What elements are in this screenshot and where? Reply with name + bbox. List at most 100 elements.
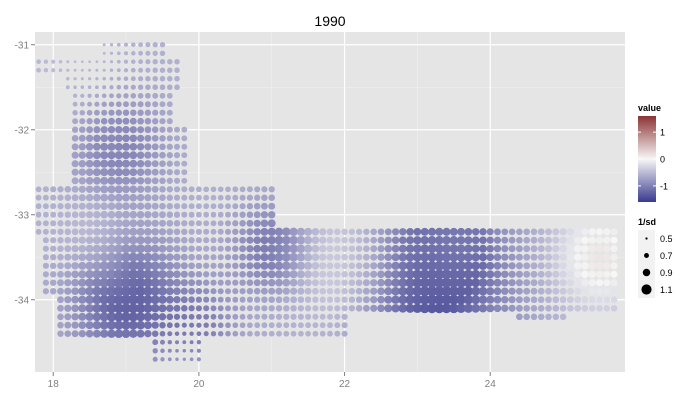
data-point <box>166 126 173 133</box>
data-point <box>523 245 531 253</box>
data-point <box>203 313 210 320</box>
data-point <box>160 339 165 345</box>
data-point <box>355 270 363 278</box>
data-point <box>297 296 305 304</box>
data-point <box>35 186 42 193</box>
data-point <box>239 288 246 295</box>
data-point <box>391 295 400 304</box>
data-point <box>129 202 138 210</box>
data-point <box>603 236 611 244</box>
data-point <box>92 151 101 160</box>
data-point <box>143 244 153 253</box>
data-point <box>559 245 567 253</box>
data-point <box>160 348 165 354</box>
data-point <box>471 244 480 253</box>
data-point <box>296 252 306 262</box>
data-point <box>210 288 217 295</box>
data-point <box>610 245 618 253</box>
data-point <box>80 85 85 89</box>
data-point <box>426 286 438 297</box>
data-point <box>274 227 284 237</box>
data-point <box>217 279 224 286</box>
data-point <box>435 235 444 245</box>
data-point <box>173 194 181 201</box>
data-point <box>282 296 290 304</box>
data-point <box>143 321 152 330</box>
data-point <box>158 286 167 296</box>
data-point <box>100 151 109 160</box>
data-point <box>159 186 166 193</box>
data-point <box>150 261 160 271</box>
data-point <box>501 287 509 295</box>
data-point <box>159 118 166 125</box>
data-point <box>246 186 253 193</box>
data-point <box>145 92 151 99</box>
data-point <box>114 185 123 194</box>
data-point <box>99 269 109 279</box>
data-point <box>426 294 438 305</box>
data-point <box>254 330 261 337</box>
data-point <box>581 236 589 244</box>
data-point <box>78 211 86 219</box>
data-point <box>434 269 445 280</box>
data-point <box>362 279 370 287</box>
data-point <box>136 219 145 228</box>
data-point <box>486 236 494 244</box>
data-point <box>311 236 320 245</box>
data-point <box>203 220 210 227</box>
data-point <box>384 228 392 236</box>
data-point <box>128 277 139 288</box>
data-point <box>268 305 275 312</box>
data-point <box>85 202 94 210</box>
data-point <box>566 287 574 295</box>
data-point <box>100 219 109 228</box>
data-point <box>210 211 217 218</box>
data-point <box>478 286 488 296</box>
data-point <box>151 244 160 253</box>
data-point <box>57 296 64 304</box>
data-point <box>420 227 429 236</box>
data-point <box>92 329 101 338</box>
data-point <box>405 286 415 296</box>
data-point <box>135 303 146 314</box>
data-point <box>254 194 261 201</box>
data-point <box>268 194 276 202</box>
data-point <box>559 236 567 244</box>
data-point <box>282 287 290 295</box>
data-point <box>574 228 582 236</box>
data-point <box>144 134 152 142</box>
data-point <box>370 287 378 295</box>
data-point <box>121 227 131 236</box>
data-point <box>362 270 370 278</box>
data-point <box>50 211 57 218</box>
data-point <box>246 236 254 244</box>
data-point <box>144 185 152 193</box>
data-point <box>530 262 538 270</box>
data-point <box>448 269 459 280</box>
data-point <box>188 237 195 244</box>
data-point <box>610 296 618 303</box>
data-point <box>588 296 596 304</box>
data-point <box>152 339 159 346</box>
data-point <box>151 151 159 159</box>
data-point <box>334 271 341 278</box>
data-point <box>136 185 145 193</box>
data-point <box>239 271 246 278</box>
data-point <box>78 151 86 159</box>
data-point <box>304 305 312 312</box>
data-point <box>435 227 444 236</box>
data-point <box>441 252 452 262</box>
data-point <box>136 168 145 176</box>
data-point <box>88 68 92 72</box>
data-point <box>129 185 138 194</box>
data-point <box>399 228 407 236</box>
data-point <box>87 101 93 107</box>
data-point <box>85 159 94 168</box>
data-point <box>559 313 567 321</box>
data-point <box>128 244 138 254</box>
data-point <box>151 321 159 329</box>
data-point <box>158 253 167 262</box>
data-point <box>384 295 393 304</box>
data-point <box>588 244 596 253</box>
data-point <box>341 322 348 329</box>
